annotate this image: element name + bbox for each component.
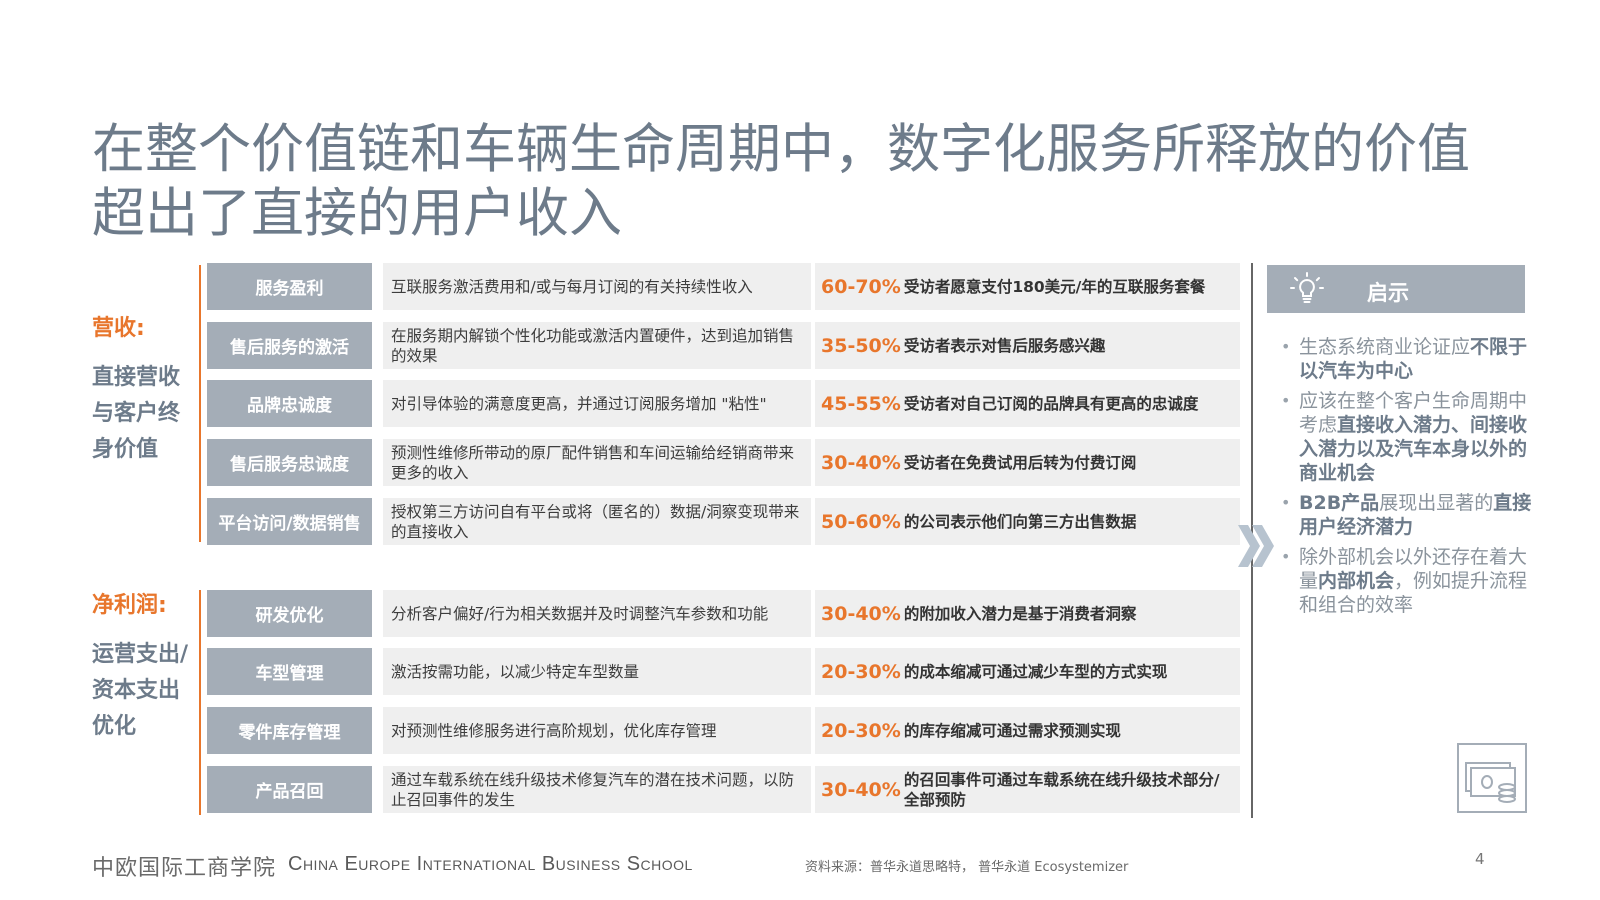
insight-text: ，例如提升流程和组合的效率 bbox=[1299, 570, 1528, 616]
row-percentage: 50-60% bbox=[821, 510, 901, 533]
row-stat-text: 受访者愿意支付180美元/年的互联服务套餐 bbox=[903, 277, 1206, 296]
row-percentage: 45-55% bbox=[821, 392, 901, 415]
insight-emphasis: 内部机会 bbox=[1318, 570, 1395, 592]
row-statistic: 20-30% 的库存缩减可通过需求预测实现 bbox=[815, 707, 1240, 754]
row-percentage: 30-40% bbox=[821, 778, 901, 801]
row-category: 平台访问/数据销售 bbox=[207, 498, 372, 545]
row-stat-text: 受访者表示对售后服务感兴趣 bbox=[903, 336, 1106, 355]
insight-item: B2B产品展现出显著的直接用户经济潜力 bbox=[1281, 491, 1533, 539]
row-statistic: 30-40% 的附加收入潜力是基于消费者洞察 bbox=[815, 590, 1240, 637]
page-number: 4 bbox=[1475, 850, 1485, 868]
row-statistic: 60-70% 受访者愿意支付180美元/年的互联服务套餐 bbox=[815, 263, 1240, 310]
row-stat-text: 受访者在免费试用后转为付费订阅 bbox=[903, 453, 1137, 472]
row-stat-text: 的召回事件可通过车载系统在线升级技术部分/全部预防 bbox=[903, 770, 1220, 809]
row-statistic: 50-60% 的公司表示他们向第三方出售数据 bbox=[815, 498, 1240, 545]
row-stat-text: 的附加收入潜力是基于消费者洞察 bbox=[903, 604, 1137, 623]
insight-emphasis: 直接收入潜力、间接收入潜力以及汽车本身以外的商业机会 bbox=[1299, 414, 1528, 484]
row-category: 售后服务的激活 bbox=[207, 322, 372, 369]
revenue-section-label: 营收: 直接营收与客户终身价值 bbox=[92, 310, 192, 468]
row-percentage: 35-50% bbox=[821, 334, 901, 357]
row-percentage: 20-30% bbox=[821, 719, 901, 742]
revenue-heading: 营收: bbox=[92, 316, 145, 341]
row-description: 在服务期内解锁个性化功能或激活内置硬件，达到追加销售的效果 bbox=[383, 322, 811, 369]
row-description: 激活按需功能，以减少特定车型数量 bbox=[383, 648, 811, 695]
row-statistic: 20-30% 的成本缩减可通过减少车型的方式实现 bbox=[815, 648, 1240, 695]
page-title: 在整个价值链和车辆生命周期中，数字化服务所释放的价值超出了直接的用户收入 bbox=[92, 119, 1470, 244]
row-description: 对引导体验的满意度更高，并通过订阅服务增加 "粘性" bbox=[383, 380, 811, 427]
row-category: 零件库存管理 bbox=[207, 707, 372, 754]
insights-header: 启示 bbox=[1267, 265, 1525, 313]
revenue-accent-line bbox=[199, 265, 201, 542]
school-name: China Europe International Business Scho… bbox=[288, 853, 693, 875]
insight-item: 应该在整个客户生命周期中考虑直接收入潜力、间接收入潜力以及汽车本身以外的商业机会 bbox=[1281, 389, 1533, 485]
row-category: 产品召回 bbox=[207, 766, 372, 813]
insight-emphasis: 直接用户经济潜力 bbox=[1299, 492, 1532, 538]
insight-text: 展现出显著的 bbox=[1379, 492, 1494, 514]
row-statistic: 35-50% 受访者表示对售后服务感兴趣 bbox=[815, 322, 1240, 369]
insight-text: 除外部机会以外还存在着大量 bbox=[1299, 546, 1528, 592]
row-category: 服务盈利 bbox=[207, 263, 372, 310]
row-description: 互联服务激活费用和/或与每月订阅的有关持续性收入 bbox=[383, 263, 811, 310]
insight-emphasis: 不限于以汽车为中心 bbox=[1299, 336, 1528, 382]
row-description: 对预测性维修服务进行高阶规划，优化库存管理 bbox=[383, 707, 811, 754]
row-stat-text: 的公司表示他们向第三方出售数据 bbox=[903, 512, 1137, 531]
row-statistic: 45-55% 受访者对自己订阅的品牌具有更高的忠诚度 bbox=[815, 380, 1240, 427]
row-description: 通过车载系统在线升级技术修复汽车的潜在技术问题，以防止召回事件的发生 bbox=[383, 766, 811, 813]
row-percentage: 30-40% bbox=[821, 451, 901, 474]
row-percentage: 20-30% bbox=[821, 660, 901, 683]
source-note: 资料来源：普华永道思略特， 普华永道 Ecosystemizer bbox=[805, 860, 1129, 875]
profit-heading: 净利润: bbox=[92, 593, 167, 618]
insights-heading: 启示 bbox=[1367, 281, 1409, 305]
insight-item: 除外部机会以外还存在着大量内部机会，例如提升流程和组合的效率 bbox=[1281, 545, 1533, 617]
money-coins-icon bbox=[1457, 743, 1527, 813]
insight-emphasis: B2B产品 bbox=[1299, 492, 1380, 514]
row-category: 售后服务忠诚度 bbox=[207, 439, 372, 486]
profit-accent-line bbox=[199, 590, 201, 815]
row-category: 品牌忠诚度 bbox=[207, 380, 372, 427]
insight-text: 生态系统商业论证应 bbox=[1299, 336, 1471, 358]
row-category: 研发优化 bbox=[207, 590, 372, 637]
profit-subtitle: 运营支出/资本支出优化 bbox=[92, 642, 189, 739]
insight-text: 应该在整个客户生命周期中考虑 bbox=[1299, 390, 1528, 436]
double-chevron-icon bbox=[1238, 525, 1274, 567]
row-percentage: 30-40% bbox=[821, 602, 901, 625]
insights-list: 生态系统商业论证应不限于以汽车为中心应该在整个客户生命周期中考虑直接收入潜力、间… bbox=[1281, 335, 1533, 623]
row-stat-text: 的成本缩减可通过减少车型的方式实现 bbox=[903, 662, 1168, 681]
row-stat-text: 的库存缩减可通过需求预测实现 bbox=[903, 721, 1121, 740]
row-percentage: 60-70% bbox=[821, 275, 901, 298]
row-description: 授权第三方访问自有平台或将（匿名的）数据/洞察变现带来的直接收入 bbox=[383, 498, 811, 545]
row-statistic: 30-40% 的召回事件可通过车载系统在线升级技术部分/全部预防 bbox=[815, 766, 1240, 813]
school-logo: 中欧国际工商学院 bbox=[92, 856, 277, 881]
lightbulb-icon bbox=[1290, 272, 1324, 303]
row-category: 车型管理 bbox=[207, 648, 372, 695]
insight-item: 生态系统商业论证应不限于以汽车为中心 bbox=[1281, 335, 1533, 383]
row-description: 分析客户偏好/行为相关数据并及时调整汽车参数和功能 bbox=[383, 590, 811, 637]
revenue-subtitle: 直接营收与客户终身价值 bbox=[92, 365, 181, 462]
row-statistic: 30-40% 受访者在免费试用后转为付费订阅 bbox=[815, 439, 1240, 486]
row-description: 预测性维修所带动的原厂配件销售和车间运输给经销商带来更多的收入 bbox=[383, 439, 811, 486]
profit-section-label: 净利润: 运营支出/资本支出优化 bbox=[92, 587, 192, 745]
row-stat-text: 受访者对自己订阅的品牌具有更高的忠诚度 bbox=[903, 394, 1199, 413]
